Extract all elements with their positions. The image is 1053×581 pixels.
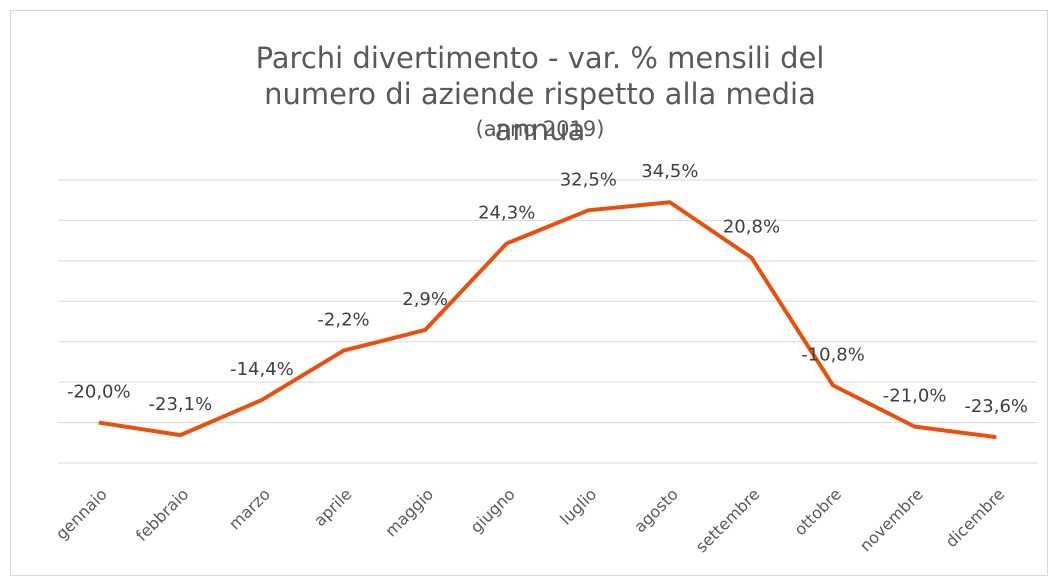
x-tick-label: maggio [381,485,437,541]
x-tick-label: novembre [856,485,927,556]
data-label: -2,2% [317,310,369,331]
x-tick-label: luglio [556,485,600,529]
chart-subtitle: (anno 2019) [475,117,605,141]
x-tick-label: febbraio [132,485,192,545]
data-label: -20,0% [67,382,131,403]
x-tick-label: settembre [692,485,764,557]
x-tick-label: ottobre [790,485,845,540]
data-label: -10,8% [801,344,865,365]
data-label: -23,1% [149,394,213,415]
data-label: 24,3% [478,202,535,223]
data-label: -14,4% [230,359,294,380]
data-label: 2,9% [402,289,448,310]
data-label: 34,5% [641,161,698,182]
data-line [98,200,997,440]
x-tick-label: marzo [225,485,274,534]
x-tick-label: dicembre [942,485,1009,552]
chart-frame [10,10,1048,576]
data-label: 32,5% [560,169,617,190]
data-label: -23,6% [964,396,1028,417]
x-tick-label: agosto [630,485,682,537]
data-label: -21,0% [883,386,947,407]
chart-title: Parchi divertimento - var. % mensili del… [255,41,825,147]
x-tick-label: aprile [310,485,355,530]
x-tick-label: gennaio [52,485,111,544]
x-tick-label: giugno [467,485,519,537]
data-label: 20,8% [723,217,780,238]
